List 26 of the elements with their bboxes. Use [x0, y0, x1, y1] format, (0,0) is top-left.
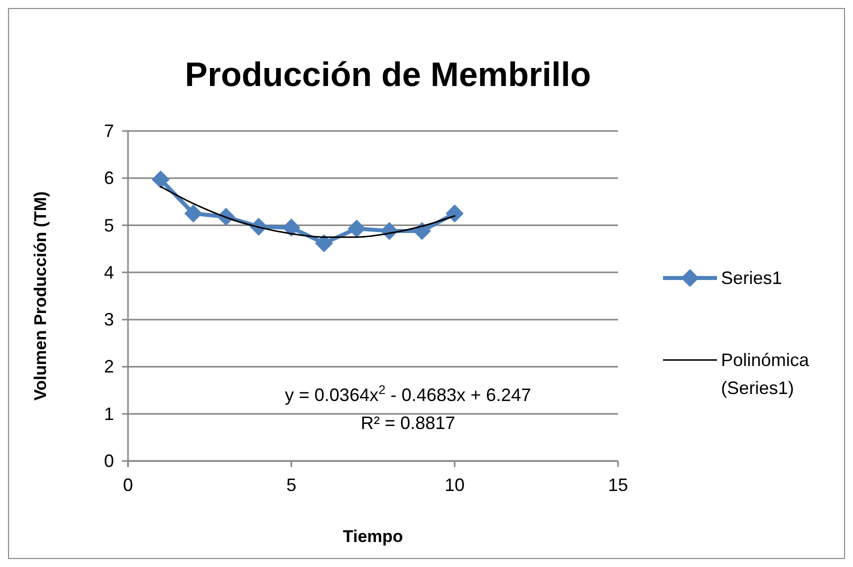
x-tick-label: 15: [608, 475, 628, 495]
y-tick-label: 7: [104, 121, 114, 141]
y-tick-label: 2: [104, 356, 114, 377]
legend-label: Polinómica (Series1): [721, 350, 810, 398]
y-axis-title: Volumen Producción (TM): [31, 191, 50, 401]
y-tick-label: 1: [104, 404, 114, 424]
y-tick-label: 3: [104, 310, 114, 330]
point: [315, 234, 333, 252]
y-tick-label: 4: [104, 262, 114, 282]
point: [152, 170, 170, 189]
x-axis-title: Tiempo: [342, 527, 404, 546]
annotation: y = 0.0364x$^{2}$ - 0.4683x + 6.247: [284, 383, 532, 405]
y-tick-label: 5: [104, 215, 114, 236]
y-tick-label: 6: [104, 168, 114, 188]
point: [413, 222, 431, 240]
x-tick-label: 10: [444, 475, 465, 495]
legend-label: Series1: [721, 268, 782, 288]
point: [348, 220, 366, 238]
x-tick-label: 0: [122, 475, 134, 495]
x-tick-label: 5: [286, 475, 296, 495]
point: [282, 218, 300, 237]
point: [446, 204, 464, 222]
chart-title: Producción de Membrillo: [184, 56, 592, 94]
point: [184, 204, 202, 222]
annotation: R² = 0.8817: [360, 413, 456, 433]
y-tick-label: 0: [104, 451, 114, 471]
